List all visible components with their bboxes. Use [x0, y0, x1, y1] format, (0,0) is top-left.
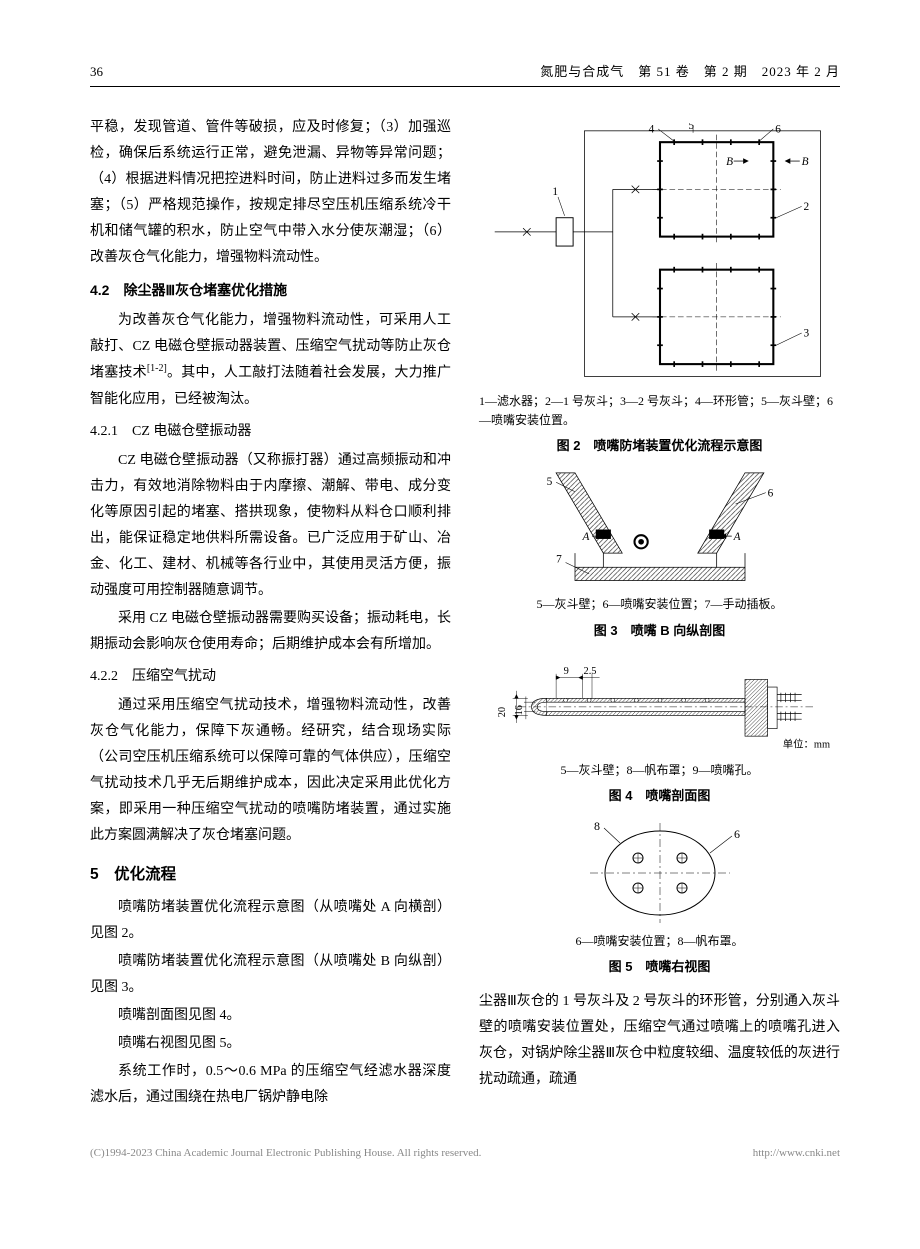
figure-3: A A 5 6 7 5—灰斗壁；6—喷嘴安装位置；7—手动插板。 图 3 喷嘴 … [479, 468, 840, 642]
body-text: 尘器Ⅲ灰仓的 1 号灰斗及 2 号灰斗的环形管，分别通入灰斗壁的喷嘴安装位置处，… [479, 989, 840, 1093]
figure-2-caption: 图 2 喷嘴防堵装置优化流程示意图 [479, 434, 840, 458]
two-column-content: 平稳，发现管道、管件等破损，应及时修复；（3）加强巡检，确保后系统运行正常，避免… [90, 115, 840, 1113]
svg-text:6: 6 [734, 827, 740, 841]
body-text: 喷嘴防堵装置优化流程示意图（从喷嘴处 A 向横剖）见图 2。 [90, 895, 451, 947]
svg-text:A: A [732, 531, 740, 543]
copyright-text: (C)1994-2023 China Academic Journal Elec… [90, 1143, 481, 1163]
svg-text:6: 6 [775, 124, 781, 136]
body-text: 喷嘴防堵装置优化流程示意图（从喷嘴处 B 向纵剖）见图 3。 [90, 949, 451, 1001]
svg-text:1: 1 [552, 186, 558, 198]
svg-text:6: 6 [767, 488, 773, 500]
svg-text:5: 5 [546, 477, 552, 489]
left-column: 平稳，发现管道、管件等破损，应及时修复；（3）加强巡检，确保后系统运行正常，避免… [90, 115, 451, 1113]
figure-2: B B 1 2 3 4 5 5 6 1—滤水器；2—1 号灰斗；3—2 号灰斗；… [479, 123, 840, 458]
heading-5: 5 优化流程 [90, 861, 451, 890]
svg-text:8: 8 [594, 819, 600, 833]
svg-text:单位：mm: 单位：mm [782, 737, 829, 750]
svg-text:B: B [801, 156, 808, 168]
figure-4-legend: 5—灰斗壁；8—帆布罩；9—喷嘴孔。 [479, 761, 840, 780]
figure-3-svg: A A 5 6 7 [490, 468, 830, 591]
heading-4-2: 4.2 除尘器Ⅲ灰仓堵塞优化措施 [90, 278, 451, 304]
figure-3-legend: 5—灰斗壁；6—喷嘴安装位置；7—手动插板。 [479, 595, 840, 614]
svg-text:B: B [726, 156, 733, 168]
body-text: 通过采用压缩空气扰动技术，增强物料流动性，改善灰仓气化能力，保障下灰通畅。经研究… [90, 693, 451, 848]
svg-text:5: 5 [688, 123, 694, 132]
figure-4-svg: 9 2.5 20 16 [490, 653, 830, 757]
page-number: 36 [90, 60, 103, 84]
figure-2-svg: B B 1 2 3 4 5 5 6 [490, 123, 830, 388]
svg-text:2.5: 2.5 [583, 666, 596, 677]
body-text: CZ 电磁仓壁振动器（又称振打器）通过高频振动和冲击力，有效地消除物料由于内摩擦… [90, 448, 451, 603]
figure-5-svg: 8 6 [560, 818, 760, 928]
heading-4-2-1: 4.2.1 CZ 电磁仓壁振动器 [90, 419, 451, 445]
body-text: 采用 CZ 电磁仓壁振动器需要购买设备；振动耗电，长期振动会影响灰仓使用寿命；后… [90, 606, 451, 658]
right-column: B B 1 2 3 4 5 5 6 1—滤水器；2—1 号灰斗；3—2 号灰斗；… [479, 115, 840, 1113]
site-link: http://www.cnki.net [753, 1143, 840, 1163]
figure-4: 9 2.5 20 16 [479, 653, 840, 808]
body-text: 喷嘴右视图见图 5。 [90, 1031, 451, 1057]
figure-5-legend: 6—喷嘴安装位置；8—帆布罩。 [479, 932, 840, 951]
svg-text:4: 4 [648, 124, 654, 136]
figure-3-caption: 图 3 喷嘴 B 向纵剖图 [479, 619, 840, 643]
figure-5-caption: 图 5 喷嘴右视图 [479, 955, 840, 979]
page-header: 36 氮肥与合成气 第 51 卷 第 2 期 2023 年 2 月 [90, 60, 840, 87]
body-text: 平稳，发现管道、管件等破损，应及时修复；（3）加强巡检，确保后系统运行正常，避免… [90, 115, 451, 270]
svg-text:3: 3 [803, 328, 809, 340]
figure-2-legend: 1—滤水器；2—1 号灰斗；3—2 号灰斗；4—环形管；5—灰斗壁；6—喷嘴安装… [479, 392, 840, 430]
svg-text:7: 7 [556, 554, 562, 566]
svg-text:2: 2 [803, 201, 809, 213]
body-text: 喷嘴剖面图见图 4。 [90, 1003, 451, 1029]
svg-text:20: 20 [497, 707, 508, 717]
svg-text:A: A [581, 531, 589, 543]
figure-5: 8 6 6—喷嘴安装位置；8—帆布罩。 图 5 喷嘴右视图 [479, 818, 840, 979]
body-text: 系统工作时，0.5～0.6 MPa 的压缩空气经滤水器深度滤水后，通过围绕在热电… [90, 1059, 451, 1111]
citation-ref: [1-2] [147, 363, 167, 374]
journal-info: 氮肥与合成气 第 51 卷 第 2 期 2023 年 2 月 [540, 60, 840, 84]
heading-4-2-2: 4.2.2 压缩空气扰动 [90, 664, 451, 690]
svg-text:16: 16 [514, 705, 525, 715]
body-text: 为改善灰仓气化能力，增强物料流动性，可采用人工敲打、CZ 电磁仓壁振动器装置、压… [90, 308, 451, 412]
figure-4-caption: 图 4 喷嘴剖面图 [479, 784, 840, 808]
svg-text:9: 9 [563, 666, 568, 677]
page-footer: (C)1994-2023 China Academic Journal Elec… [90, 1143, 840, 1163]
